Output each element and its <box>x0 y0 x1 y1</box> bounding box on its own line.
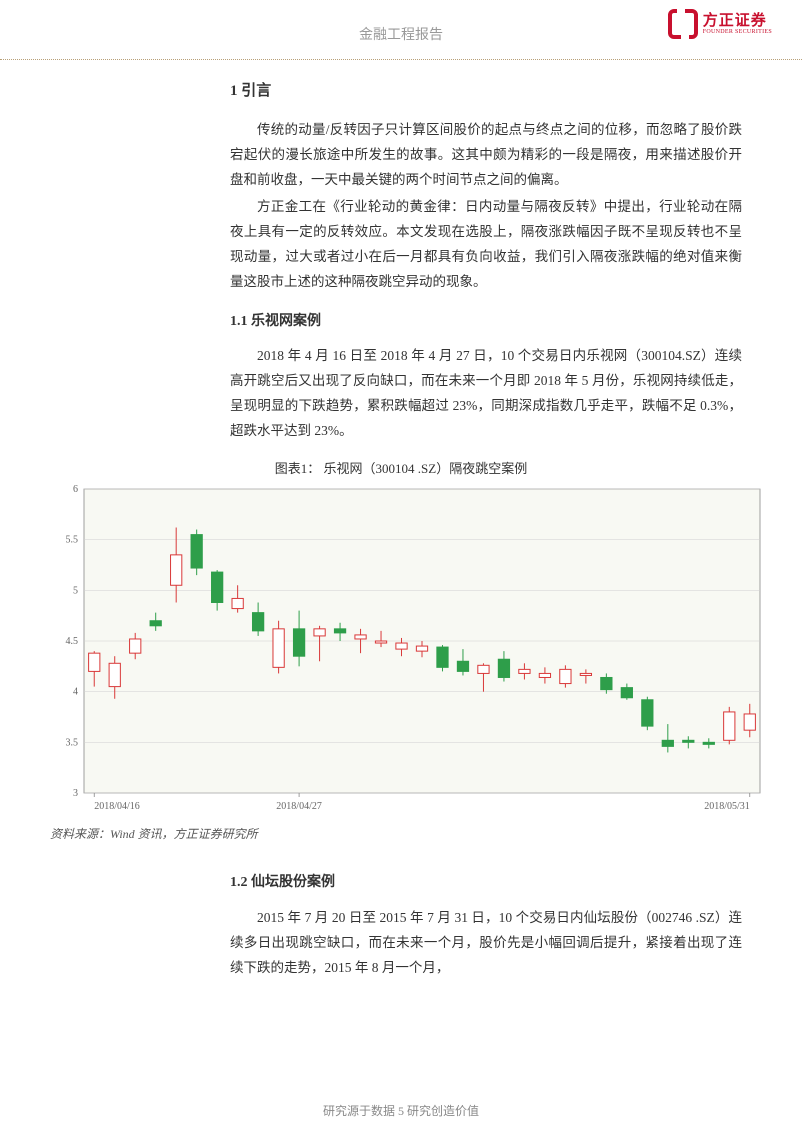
section-1-p1: 传统的动量/反转因子只计算区间股价的起点与终点之间的位移，而忽略了股价跌宕起伏的… <box>230 118 742 193</box>
svg-text:5.5: 5.5 <box>66 535 79 546</box>
section-11-p1: 2018 年 4 月 16 日至 2018 年 4 月 27 日，10 个交易日… <box>230 344 742 444</box>
logo-cn: 方正证券 <box>703 14 772 29</box>
company-logo: 方正证券 FOUNDER SECURITIES <box>667 8 772 40</box>
section-11-heading: 1.1 乐视网案例 <box>230 309 742 335</box>
logo-text: 方正证券 FOUNDER SECURITIES <box>703 14 772 35</box>
chart-1-source: 资料来源：Wind 资讯，方正证券研究所 <box>50 825 802 842</box>
section-1-heading: 1 引言 <box>230 78 742 106</box>
main-content: 1 引言 传统的动量/反转因子只计算区间股价的起点与终点之间的位移，而忽略了股价… <box>0 60 802 444</box>
svg-text:3.5: 3.5 <box>66 738 79 749</box>
svg-text:2018/04/27: 2018/04/27 <box>276 801 322 812</box>
svg-text:6: 6 <box>73 484 78 495</box>
page-header: 金融工程报告 方正证券 FOUNDER SECURITIES <box>0 0 802 60</box>
logo-icon <box>667 8 699 40</box>
section-1-p2: 方正金工在《行业轮动的黄金律：日内动量与隔夜反转》中提出，行业轮动在隔夜上具有一… <box>230 195 742 295</box>
svg-text:2018/04/16: 2018/04/16 <box>94 801 140 812</box>
section-12-heading: 1.2 仙坛股份案例 <box>230 870 742 896</box>
svg-text:4: 4 <box>73 687 78 698</box>
svg-text:4.5: 4.5 <box>66 636 79 647</box>
chart-1-title: 图表1： 乐视网（300104 .SZ）隔夜跳空案例 <box>0 458 802 477</box>
chart-1-container: 3 3.5 4 4.5 5 5.5 6 2018/04/16 2018/04/27 2018/05… <box>50 481 772 821</box>
section-12-content: 1.2 仙坛股份案例 2015 年 7 月 20 日至 2015 年 7 月 3… <box>0 842 802 981</box>
svg-text:5: 5 <box>73 586 78 597</box>
chart-1-candlestick: 3 3.5 4 4.5 5 5.5 6 2018/04/16 2018/04/27 2018/05… <box>50 481 770 821</box>
logo-en: FOUNDER SECURITIES <box>703 29 772 35</box>
page-footer: 研究源于数据 5 研究创造价值 <box>0 1102 802 1119</box>
svg-text:3: 3 <box>73 788 78 799</box>
section-12-p1: 2015 年 7 月 20 日至 2015 年 7 月 31 日，10 个交易日… <box>230 906 742 981</box>
svg-text:2018/05/31: 2018/05/31 <box>704 801 750 812</box>
